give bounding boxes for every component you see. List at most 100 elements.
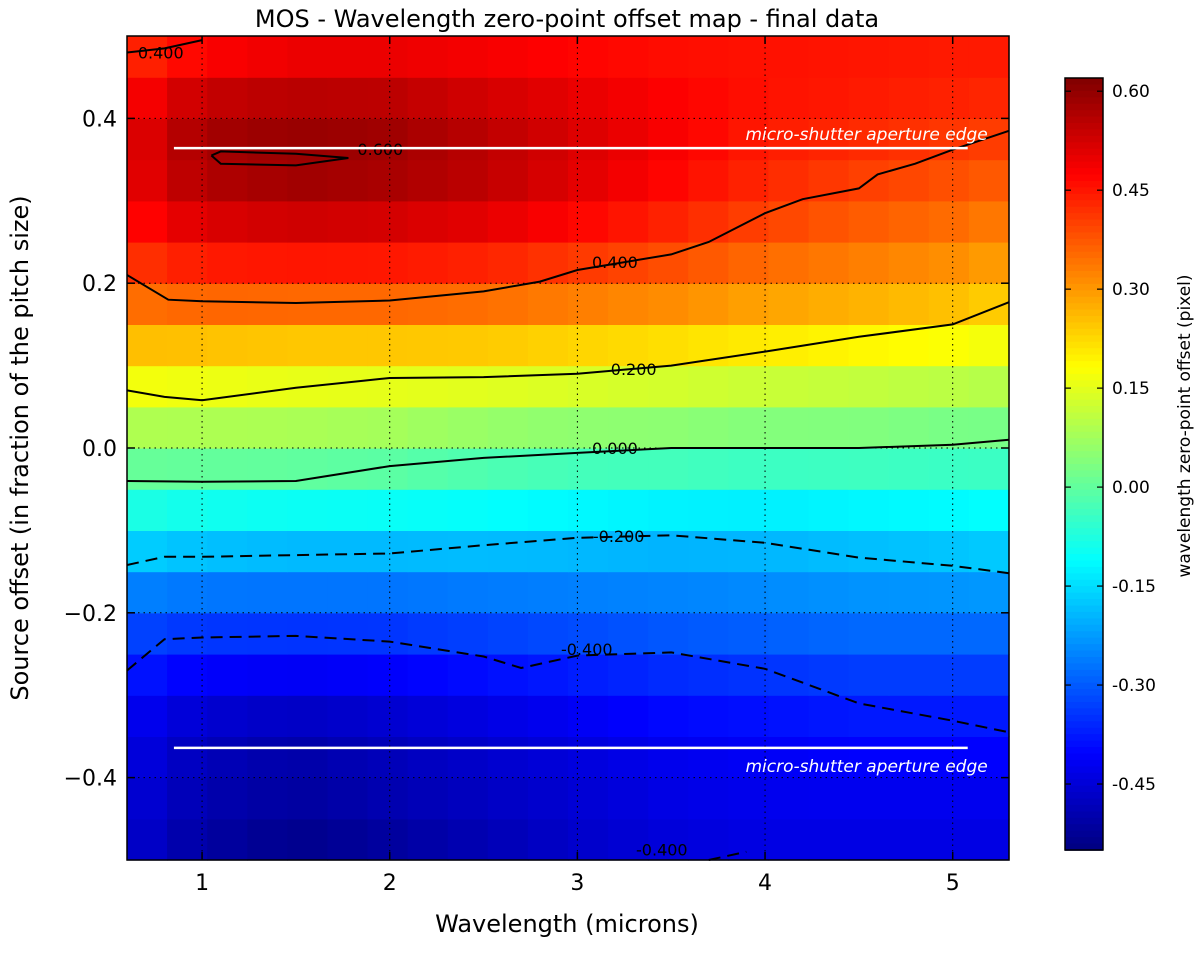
colorbar-segment bbox=[1065, 116, 1103, 124]
heatmap-cell bbox=[207, 118, 248, 161]
aperture-edges: micro-shutter aperture edge micro-shutter… bbox=[173, 125, 988, 777]
heatmap-cell bbox=[968, 489, 1010, 531]
heatmap-cell bbox=[447, 242, 489, 284]
heatmap-cell bbox=[888, 448, 930, 490]
heatmap-cell bbox=[808, 36, 850, 78]
heatmap-cell bbox=[247, 489, 288, 531]
colorbar-segment bbox=[1065, 464, 1103, 472]
colorbar-segment bbox=[1065, 168, 1103, 176]
heatmap-cell bbox=[207, 489, 248, 531]
heatmap-cell bbox=[327, 448, 369, 490]
colorbar-segment bbox=[1065, 180, 1103, 189]
colorbar-segment bbox=[1065, 476, 1103, 485]
heatmap-cell bbox=[848, 654, 890, 696]
heatmap-cell bbox=[167, 736, 208, 779]
heatmap-cell bbox=[688, 736, 729, 779]
heatmap-cell bbox=[207, 818, 248, 861]
heatmap-cell bbox=[287, 530, 329, 573]
heatmap-cell bbox=[808, 571, 850, 614]
heatmap-cell bbox=[728, 777, 770, 820]
heatmap-cell bbox=[287, 818, 329, 861]
heatmap-cell bbox=[568, 118, 609, 161]
colorbar-segment bbox=[1065, 367, 1103, 375]
colorbar-segment bbox=[1065, 644, 1103, 652]
heatmap-cell bbox=[207, 159, 248, 202]
heatmap-cell bbox=[527, 695, 569, 737]
heatmap-cell bbox=[568, 695, 609, 737]
heatmap-cell bbox=[247, 818, 288, 861]
heatmap-cell bbox=[327, 736, 369, 779]
heatmap-cell bbox=[968, 736, 1010, 779]
heatmap-cell bbox=[888, 77, 930, 119]
heatmap-cell bbox=[648, 36, 689, 78]
heatmap-cell bbox=[487, 489, 529, 531]
heatmap-cell bbox=[127, 118, 168, 161]
heatmap-cell bbox=[527, 777, 569, 820]
colorbar-segment bbox=[1065, 251, 1103, 259]
heatmap-cell bbox=[608, 324, 649, 367]
heatmap-cell bbox=[287, 36, 329, 78]
heatmap-cell bbox=[487, 324, 529, 367]
heatmap-cell bbox=[327, 406, 369, 449]
contour-label: -0.400 bbox=[561, 640, 613, 659]
heatmap-cell bbox=[888, 159, 930, 202]
heatmap-cell bbox=[407, 654, 449, 696]
heatmap-cell bbox=[568, 777, 609, 820]
y-tick-label: −0.4 bbox=[64, 767, 117, 792]
heatmap-cell bbox=[327, 200, 369, 243]
colorbar-segment bbox=[1065, 213, 1103, 221]
colorbar-segment bbox=[1065, 283, 1103, 292]
colorbar-segment bbox=[1065, 753, 1103, 761]
heatmap-cell bbox=[447, 654, 489, 696]
heatmap-cell bbox=[407, 283, 449, 325]
aperture-edge-label: micro-shutter aperture edge bbox=[746, 757, 988, 777]
heatmap-cell bbox=[648, 530, 689, 573]
heatmap-cell bbox=[247, 406, 288, 449]
heatmap-cell bbox=[808, 612, 850, 655]
heatmap-cell bbox=[407, 489, 449, 531]
heatmap-cell bbox=[768, 242, 810, 284]
heatmap-cell bbox=[247, 777, 288, 820]
heatmap-cell bbox=[207, 36, 248, 78]
heatmap-cell bbox=[207, 654, 248, 696]
heatmap-cell bbox=[888, 612, 930, 655]
colorbar-segment bbox=[1065, 689, 1103, 697]
colorbar-segment bbox=[1065, 457, 1103, 465]
heatmap-cell bbox=[287, 200, 329, 243]
colorbar-segment bbox=[1065, 303, 1103, 311]
heatmap-cell bbox=[728, 695, 770, 737]
heatmap-cell bbox=[728, 448, 770, 490]
heatmap-cell bbox=[808, 695, 850, 737]
heatmap-cell bbox=[287, 654, 329, 696]
heatmap-cell bbox=[527, 736, 569, 779]
heatmap-cell bbox=[968, 448, 1010, 490]
heatmap-cell bbox=[968, 118, 1010, 161]
heatmap-cell bbox=[407, 242, 449, 284]
heatmap-cell bbox=[207, 530, 248, 573]
heatmap-cell bbox=[367, 118, 409, 161]
heatmap-cell bbox=[728, 77, 770, 119]
heatmap-cell bbox=[608, 406, 649, 449]
colorbar-segment bbox=[1065, 579, 1103, 588]
heatmap-cell bbox=[487, 77, 529, 119]
heatmap-cell bbox=[688, 489, 729, 531]
colorbar-segment bbox=[1065, 785, 1103, 793]
heatmap-cell bbox=[928, 654, 970, 696]
heatmap-cells bbox=[127, 36, 1010, 861]
heatmap-cell bbox=[367, 571, 409, 614]
heatmap-cell bbox=[447, 448, 489, 490]
heatmap-cell bbox=[207, 695, 248, 737]
heatmap-cell bbox=[367, 736, 409, 779]
heatmap-cell bbox=[728, 242, 770, 284]
colorbar-segment bbox=[1065, 663, 1103, 671]
heatmap-cell bbox=[728, 283, 770, 325]
heatmap-cell bbox=[527, 200, 569, 243]
heatmap-cell bbox=[768, 283, 810, 325]
heatmap-cell bbox=[247, 736, 288, 779]
heatmap-cell bbox=[768, 818, 810, 861]
heatmap-cell bbox=[608, 283, 649, 325]
colorbar-segment bbox=[1065, 618, 1103, 626]
heatmap-cell bbox=[487, 36, 529, 78]
heatmap-cell bbox=[487, 777, 529, 820]
